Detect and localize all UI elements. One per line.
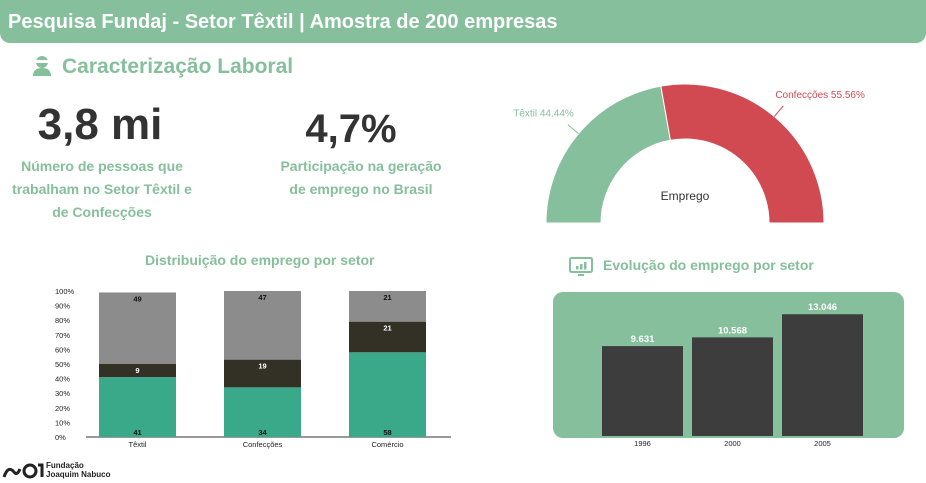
y-tick-label: 0% <box>55 433 66 442</box>
bar-value-label: 47 <box>258 293 266 302</box>
bar-value-label: 34 <box>258 428 267 437</box>
evolution-bar-chart: 9.631 1996 10.568 2000 13.046 2005 <box>602 302 863 448</box>
evolution-chart-title: Evolução do emprego por setor <box>603 257 814 273</box>
stacked-bar-segment <box>99 364 176 378</box>
kpi-share-value: 4,7% <box>305 107 397 151</box>
x-tick-label: 2000 <box>724 439 741 448</box>
bar-value-label: 9 <box>135 366 139 375</box>
x-tick-label: 1996 <box>634 439 651 448</box>
bar-value-label: 49 <box>133 294 141 303</box>
bar-value-label: 21 <box>383 293 391 302</box>
gauge-leader-line <box>773 105 784 117</box>
y-tick-label: 70% <box>55 331 70 340</box>
fundaj-logo: Fundação Joaquim Nabuco <box>2 460 122 482</box>
x-tick-label: Confecções <box>243 440 283 449</box>
stacked-bar-segment <box>99 292 176 364</box>
kpi-share-label: Participação na geração de emprego no Br… <box>280 158 442 197</box>
gauge-label: Têxtil 44.44% <box>513 109 574 120</box>
distribution-chart-title: Distribuição do emprego por setor <box>145 252 375 268</box>
bar-value-label: 19 <box>258 362 266 371</box>
section-title: Caracterização Laboral <box>62 55 294 78</box>
bar-value-label: 21 <box>383 324 391 333</box>
gauge-center-label: Emprego <box>661 189 710 203</box>
bar-value-label: 58 <box>383 428 391 437</box>
stacked-bar-segment <box>224 387 301 437</box>
monitor-chart-icon <box>569 257 593 276</box>
gauge-label: Confecções 55.56% <box>775 90 865 101</box>
y-tick-label: 60% <box>55 345 70 354</box>
evolution-bar <box>782 314 863 436</box>
page-title: Pesquisa Fundaj - Setor Têxtil | Amostra… <box>8 11 558 33</box>
y-tick-label: 10% <box>55 418 70 427</box>
logo-line1: Fundação <box>46 461 84 470</box>
gauge-leader-line <box>567 124 579 135</box>
x-tick-label: 2005 <box>814 439 831 448</box>
distribution-bar-chart: 0% 10% 20% 30% 40% 50% 60% 70% 80% 90% 100% 41 9 49 Tê… <box>55 287 451 449</box>
bar-value-label: 13.046 <box>808 302 837 313</box>
y-tick-label: 30% <box>55 389 70 398</box>
stacked-bar-segment <box>349 321 426 353</box>
employment-gauge-chart: Têxtil 44.44% Confecções 55.56% Emprego <box>513 83 865 224</box>
y-tick-label: 100% <box>55 287 75 296</box>
stacked-bar-segment <box>224 359 301 388</box>
evolution-bar <box>692 337 773 436</box>
stacked-bar-segment <box>99 377 176 437</box>
gauge-slice-confeces <box>660 83 825 224</box>
y-tick-label: 80% <box>55 316 70 325</box>
stacked-bar-segment <box>349 291 426 322</box>
x-tick-label: Comércio <box>371 440 403 449</box>
bar-value-label: 10.568 <box>718 325 747 336</box>
logo-line2: Joaquim Nabuco <box>46 470 111 479</box>
stacked-bar-segment <box>224 291 301 360</box>
x-tick-label: Têxtil <box>129 440 147 449</box>
stacked-bar-segment <box>349 352 426 437</box>
evolution-bar <box>602 346 683 436</box>
kpi-employment-label: Número de pessoas que trabalham no Setor… <box>12 158 192 220</box>
gauge-slice-txtil <box>545 85 671 224</box>
y-tick-label: 50% <box>55 360 70 369</box>
person-icon <box>33 56 51 76</box>
fundaj-logo-icon <box>2 463 44 479</box>
bar-value-label: 9.631 <box>631 334 655 345</box>
bar-value-label: 41 <box>133 428 141 437</box>
y-tick-label: 20% <box>55 404 70 413</box>
header-bar: Pesquisa Fundaj - Setor Têxtil | Amostra… <box>0 0 926 43</box>
kpi-employment-value: 3,8 mi <box>37 100 163 149</box>
y-tick-label: 90% <box>55 302 70 311</box>
y-tick-label: 40% <box>55 375 70 384</box>
